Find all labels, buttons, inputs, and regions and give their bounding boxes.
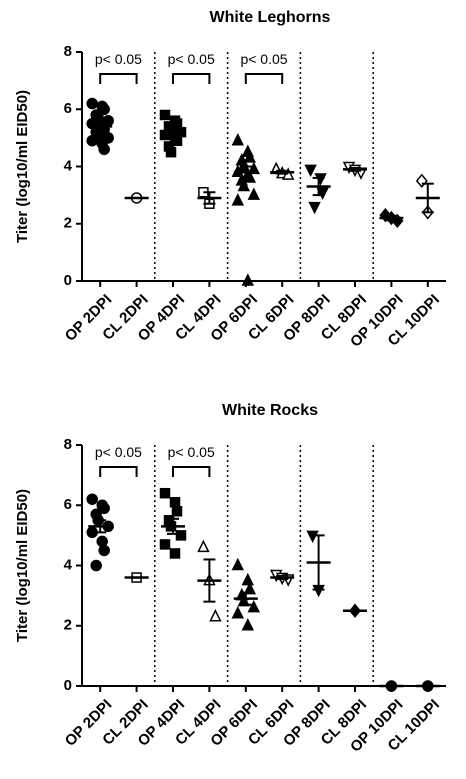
error-bar bbox=[276, 169, 289, 175]
error-bar bbox=[312, 534, 325, 591]
point bbox=[243, 150, 257, 163]
error-bar bbox=[203, 191, 216, 205]
bracket bbox=[99, 466, 138, 477]
point bbox=[241, 273, 255, 286]
error-bar bbox=[239, 165, 252, 179]
annotation: p< 0.05 bbox=[168, 444, 215, 460]
point bbox=[165, 146, 177, 158]
point bbox=[86, 134, 98, 147]
annotation: p< 0.05 bbox=[95, 444, 142, 460]
y-tick-label: 4 bbox=[64, 556, 73, 573]
point bbox=[171, 506, 183, 517]
point bbox=[159, 109, 171, 121]
point bbox=[98, 143, 110, 156]
y-axis-label: Titer (log10/ml EID50) bbox=[14, 90, 31, 243]
point bbox=[98, 103, 110, 115]
point bbox=[98, 502, 110, 515]
annotation: p< 0.05 bbox=[95, 51, 142, 67]
point bbox=[159, 129, 171, 141]
annotation: p< 0.05 bbox=[168, 51, 215, 67]
point bbox=[231, 557, 245, 571]
chart-title: White Leghorns bbox=[210, 9, 331, 26]
y-tick-label: 0 bbox=[64, 272, 72, 289]
error-bar bbox=[276, 575, 289, 581]
point bbox=[231, 193, 245, 206]
point bbox=[98, 544, 110, 557]
y-tick-label: 6 bbox=[64, 496, 72, 513]
error-bar bbox=[203, 558, 216, 603]
error-bar bbox=[94, 519, 107, 534]
annotation: p< 0.05 bbox=[240, 51, 287, 67]
point bbox=[86, 493, 98, 505]
y-tick-label: 6 bbox=[64, 100, 72, 117]
error-bar bbox=[94, 121, 107, 132]
point bbox=[169, 496, 181, 508]
point bbox=[90, 559, 102, 572]
y-tick-label: 4 bbox=[64, 157, 73, 174]
y-tick-label: 2 bbox=[64, 215, 72, 232]
point bbox=[231, 133, 245, 146]
point bbox=[247, 187, 261, 200]
point bbox=[175, 530, 187, 541]
y-tick-label: 8 bbox=[64, 43, 72, 60]
bracket bbox=[172, 73, 211, 84]
error-bar bbox=[349, 166, 361, 172]
point bbox=[209, 609, 222, 622]
point bbox=[159, 487, 171, 499]
bracket bbox=[244, 73, 284, 84]
error-bar bbox=[239, 591, 252, 606]
point bbox=[197, 539, 210, 553]
y-tick-label: 2 bbox=[64, 617, 72, 634]
point bbox=[169, 548, 181, 559]
error-bar bbox=[385, 214, 398, 222]
error-bar bbox=[167, 126, 179, 138]
point bbox=[415, 173, 428, 188]
bracket bbox=[99, 73, 138, 84]
point bbox=[237, 178, 251, 192]
point bbox=[316, 187, 329, 200]
point bbox=[247, 599, 261, 613]
point bbox=[241, 572, 255, 586]
error-bar bbox=[312, 176, 325, 197]
error-bar bbox=[167, 517, 179, 535]
point bbox=[308, 201, 321, 215]
point bbox=[86, 97, 98, 110]
point bbox=[159, 539, 171, 550]
chart-title: White Rocks bbox=[222, 402, 318, 419]
y-tick-label: 8 bbox=[64, 436, 72, 453]
point bbox=[241, 618, 255, 631]
y-tick-label: 0 bbox=[64, 677, 72, 694]
bracket bbox=[172, 466, 211, 477]
point bbox=[231, 606, 245, 619]
y-axis-label: Titer (log10/ml EID50) bbox=[14, 489, 31, 642]
error-bar bbox=[421, 182, 434, 214]
point bbox=[304, 164, 317, 178]
